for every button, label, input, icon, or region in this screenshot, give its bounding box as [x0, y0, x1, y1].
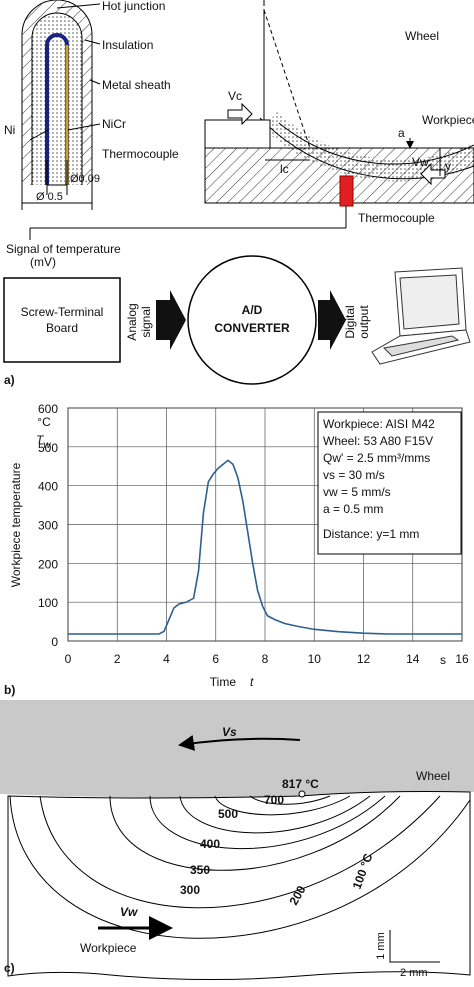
legend-text: Workpiece: AISI M42	[323, 417, 435, 431]
y-tick-label: 0	[51, 635, 58, 649]
x-unit: s	[440, 653, 446, 667]
label: Vw	[120, 905, 138, 919]
label: Vc	[228, 89, 242, 103]
x-tick-label: 14	[406, 652, 420, 666]
arrow	[318, 290, 346, 350]
x-tick-label: 0	[65, 652, 72, 666]
label: Metal sheath	[102, 78, 171, 92]
panel-label: c)	[4, 961, 15, 975]
label: Ø0.09	[70, 173, 100, 185]
legend-text: Distance: y=1 mm	[323, 527, 419, 541]
panel-label: a)	[4, 373, 15, 387]
label: 817 °C	[282, 777, 319, 791]
label: 300	[180, 883, 200, 897]
label: lc	[280, 162, 289, 176]
y-axis-label: Workpiece temperature	[9, 462, 23, 587]
y-tick-label: 400	[38, 480, 58, 494]
x-tick-label: 6	[212, 652, 219, 666]
isotherm-lines	[9, 795, 471, 939]
label: 350	[190, 863, 210, 877]
y-symbol-sub: w	[43, 440, 51, 451]
label: 2 mm	[400, 967, 428, 979]
data-line	[68, 459, 462, 635]
y-tick-label: 600	[38, 402, 58, 416]
label: Screw-Terminal	[21, 305, 104, 319]
label: Wheel	[416, 769, 450, 783]
x-tick-label: 4	[163, 652, 170, 666]
label: (mV)	[30, 255, 56, 269]
y-symbol: T	[36, 433, 45, 447]
label: a	[398, 126, 405, 140]
vs-arrow	[178, 735, 301, 751]
label: Board	[46, 321, 78, 335]
hot-spot	[298, 790, 306, 798]
x-tick-label: 12	[357, 652, 371, 666]
label: Digital	[343, 305, 357, 338]
label: NiCr	[102, 117, 126, 131]
label: Insulation	[102, 38, 153, 52]
label: Vw	[412, 155, 429, 169]
arrow	[156, 290, 186, 350]
label: Signal of temperature	[6, 242, 121, 256]
legend-box	[317, 411, 462, 555]
setup	[29, 0, 474, 240]
label: Ni	[4, 123, 15, 137]
label: Vs	[222, 725, 237, 739]
y-tick-label: 200	[38, 557, 58, 571]
label: Wheel	[405, 29, 439, 43]
probe	[21, 0, 101, 210]
x-tick-label: 2	[114, 652, 121, 666]
label: y	[445, 159, 451, 173]
label: 700	[264, 793, 284, 807]
board-box	[3, 277, 121, 363]
x-axis-label: Time	[210, 675, 237, 689]
converter	[187, 255, 317, 385]
x-symbol: t	[250, 675, 254, 689]
x-tick-label: 16	[455, 652, 469, 666]
label: Thermocouple	[358, 211, 435, 225]
label: signal	[139, 306, 153, 337]
label: output	[357, 305, 371, 339]
label: A/D	[242, 303, 263, 317]
legend-text: a = 0.5 mm	[323, 502, 383, 516]
x-tick-label: 8	[262, 652, 269, 666]
y-symbol: Tw	[36, 433, 51, 451]
y-tick-label: 100	[38, 596, 58, 610]
laptop	[371, 267, 471, 365]
label: CONVERTER	[214, 321, 290, 335]
label: Thermocouple	[102, 147, 179, 161]
legend-text: vw = 5 mm/s	[323, 485, 391, 499]
wheel	[0, 700, 474, 798]
x-tick-label: 10	[308, 652, 322, 666]
label: Workpiece	[422, 113, 474, 127]
workpiece	[7, 791, 471, 981]
y-tick-label: 300	[38, 519, 58, 533]
label: Ø 0.5	[36, 191, 63, 203]
label: 1 mm	[375, 932, 387, 960]
y-unit: °C	[37, 415, 51, 429]
label: 500	[218, 807, 238, 821]
legend-text: vs = 30 m/s	[323, 468, 385, 482]
label: 400	[200, 837, 220, 851]
label: Workpiece	[80, 941, 137, 955]
label: Analog	[125, 303, 139, 340]
label: Hot junction	[102, 0, 165, 13]
panel-label: b)	[4, 683, 15, 697]
y-tick-label: 500	[38, 441, 58, 455]
legend-text: Wheel: 53 A80 F15V	[323, 434, 433, 448]
scale-bar	[389, 930, 440, 963]
legend-text: Qw' = 2.5 mm³/mms	[323, 451, 430, 465]
